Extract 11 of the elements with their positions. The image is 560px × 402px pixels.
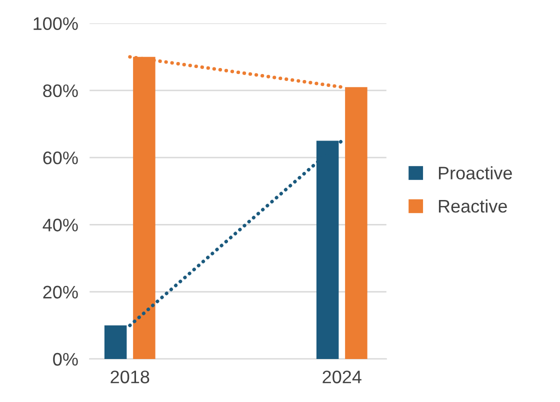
y-tick-label: 60% bbox=[43, 152, 78, 164]
y-tick-label: 0% bbox=[53, 352, 78, 366]
x-tick-label: 2018 bbox=[110, 370, 150, 384]
x-tick-label: 2024 bbox=[322, 370, 362, 384]
y-tick-label: 40% bbox=[42, 218, 78, 232]
legend-label: Proactive bbox=[438, 166, 512, 180]
y-tick-label: 20% bbox=[43, 286, 78, 299]
legend-label: Reactive bbox=[438, 199, 507, 213]
bar bbox=[345, 87, 368, 359]
y-tick-label: 100% bbox=[34, 17, 78, 30]
y-tick-label: 80% bbox=[43, 84, 78, 98]
